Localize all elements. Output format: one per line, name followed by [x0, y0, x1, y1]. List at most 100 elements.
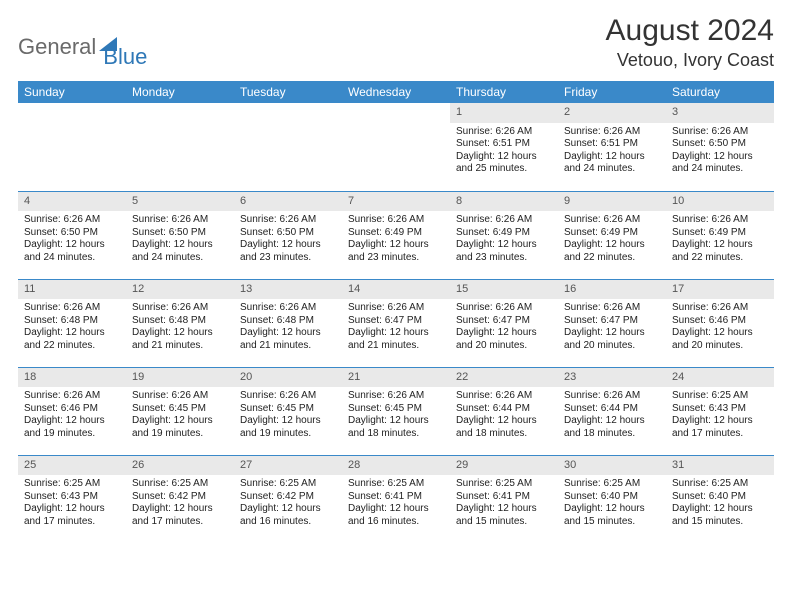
- calendar-cell: 15Sunrise: 6:26 AMSunset: 6:47 PMDayligh…: [450, 279, 558, 367]
- day-number: 10: [666, 192, 774, 212]
- day-content: Sunrise: 6:26 AMSunset: 6:45 PMDaylight:…: [126, 387, 234, 448]
- day-content: Sunrise: 6:26 AMSunset: 6:47 PMDaylight:…: [558, 299, 666, 360]
- daylight-line: Daylight: 12 hours and 18 minutes.: [456, 415, 552, 440]
- sunset-line: Sunset: 6:45 PM: [132, 403, 228, 416]
- sunset-line: Sunset: 6:49 PM: [672, 227, 768, 240]
- daylight-line: Daylight: 12 hours and 21 minutes.: [348, 327, 444, 352]
- day-content: Sunrise: 6:25 AMSunset: 6:43 PMDaylight:…: [18, 475, 126, 536]
- calendar-cell: 23Sunrise: 6:26 AMSunset: 6:44 PMDayligh…: [558, 367, 666, 455]
- sunset-line: Sunset: 6:50 PM: [24, 227, 120, 240]
- day-content: Sunrise: 6:25 AMSunset: 6:42 PMDaylight:…: [126, 475, 234, 536]
- sunset-line: Sunset: 6:46 PM: [24, 403, 120, 416]
- calendar-cell: 17Sunrise: 6:26 AMSunset: 6:46 PMDayligh…: [666, 279, 774, 367]
- weekday-header: Monday: [126, 81, 234, 103]
- sunrise-line: Sunrise: 6:26 AM: [24, 214, 120, 227]
- day-number: 22: [450, 368, 558, 388]
- calendar-row: 11Sunrise: 6:26 AMSunset: 6:48 PMDayligh…: [18, 279, 774, 367]
- day-number: 17: [666, 280, 774, 300]
- day-content: Sunrise: 6:26 AMSunset: 6:49 PMDaylight:…: [450, 211, 558, 272]
- sunset-line: Sunset: 6:47 PM: [456, 315, 552, 328]
- sunrise-line: Sunrise: 6:25 AM: [348, 478, 444, 491]
- calendar-cell: 19Sunrise: 6:26 AMSunset: 6:45 PMDayligh…: [126, 367, 234, 455]
- sunrise-line: Sunrise: 6:26 AM: [672, 126, 768, 139]
- day-content: Sunrise: 6:26 AMSunset: 6:44 PMDaylight:…: [450, 387, 558, 448]
- calendar-cell: 9Sunrise: 6:26 AMSunset: 6:49 PMDaylight…: [558, 191, 666, 279]
- sunrise-line: Sunrise: 6:26 AM: [132, 214, 228, 227]
- sunset-line: Sunset: 6:40 PM: [672, 491, 768, 504]
- sunrise-line: Sunrise: 6:26 AM: [672, 302, 768, 315]
- daylight-line: Daylight: 12 hours and 23 minutes.: [240, 239, 336, 264]
- calendar-row: 25Sunrise: 6:25 AMSunset: 6:43 PMDayligh…: [18, 455, 774, 543]
- calendar-cell: 26Sunrise: 6:25 AMSunset: 6:42 PMDayligh…: [126, 455, 234, 543]
- day-number: 25: [18, 456, 126, 476]
- day-number: 12: [126, 280, 234, 300]
- calendar-cell: 1Sunrise: 6:26 AMSunset: 6:51 PMDaylight…: [450, 103, 558, 191]
- daylight-line: Daylight: 12 hours and 19 minutes.: [240, 415, 336, 440]
- day-number: 20: [234, 368, 342, 388]
- weekday-header: Tuesday: [234, 81, 342, 103]
- day-number: 4: [18, 192, 126, 212]
- sunrise-line: Sunrise: 6:26 AM: [456, 126, 552, 139]
- day-content: Sunrise: 6:26 AMSunset: 6:51 PMDaylight:…: [558, 123, 666, 184]
- calendar-cell: [18, 103, 126, 191]
- sunset-line: Sunset: 6:47 PM: [348, 315, 444, 328]
- sunrise-line: Sunrise: 6:26 AM: [672, 214, 768, 227]
- daylight-line: Daylight: 12 hours and 15 minutes.: [456, 503, 552, 528]
- calendar-cell: 31Sunrise: 6:25 AMSunset: 6:40 PMDayligh…: [666, 455, 774, 543]
- daylight-line: Daylight: 12 hours and 22 minutes.: [564, 239, 660, 264]
- daylight-line: Daylight: 12 hours and 16 minutes.: [240, 503, 336, 528]
- sunset-line: Sunset: 6:49 PM: [348, 227, 444, 240]
- sunrise-line: Sunrise: 6:25 AM: [672, 478, 768, 491]
- day-number: 29: [450, 456, 558, 476]
- daylight-line: Daylight: 12 hours and 24 minutes.: [672, 151, 768, 176]
- sunrise-line: Sunrise: 6:26 AM: [456, 302, 552, 315]
- sunrise-line: Sunrise: 6:26 AM: [240, 214, 336, 227]
- sunrise-line: Sunrise: 6:26 AM: [564, 126, 660, 139]
- calendar-table: Sunday Monday Tuesday Wednesday Thursday…: [18, 81, 774, 543]
- day-number: 8: [450, 192, 558, 212]
- sunset-line: Sunset: 6:42 PM: [240, 491, 336, 504]
- daylight-line: Daylight: 12 hours and 19 minutes.: [132, 415, 228, 440]
- calendar-cell: 8Sunrise: 6:26 AMSunset: 6:49 PMDaylight…: [450, 191, 558, 279]
- sunrise-line: Sunrise: 6:26 AM: [132, 302, 228, 315]
- calendar-cell: 30Sunrise: 6:25 AMSunset: 6:40 PMDayligh…: [558, 455, 666, 543]
- calendar-row: 1Sunrise: 6:26 AMSunset: 6:51 PMDaylight…: [18, 103, 774, 191]
- sunset-line: Sunset: 6:44 PM: [456, 403, 552, 416]
- sunset-line: Sunset: 6:43 PM: [672, 403, 768, 416]
- sunrise-line: Sunrise: 6:26 AM: [24, 302, 120, 315]
- sunset-line: Sunset: 6:50 PM: [672, 138, 768, 151]
- daylight-line: Daylight: 12 hours and 23 minutes.: [456, 239, 552, 264]
- sunrise-line: Sunrise: 6:26 AM: [132, 390, 228, 403]
- day-content: Sunrise: 6:26 AMSunset: 6:45 PMDaylight:…: [234, 387, 342, 448]
- sunrise-line: Sunrise: 6:26 AM: [24, 390, 120, 403]
- sunset-line: Sunset: 6:44 PM: [564, 403, 660, 416]
- calendar-cell: 25Sunrise: 6:25 AMSunset: 6:43 PMDayligh…: [18, 455, 126, 543]
- weekday-header-row: Sunday Monday Tuesday Wednesday Thursday…: [18, 81, 774, 103]
- calendar-row: 18Sunrise: 6:26 AMSunset: 6:46 PMDayligh…: [18, 367, 774, 455]
- sunrise-line: Sunrise: 6:25 AM: [672, 390, 768, 403]
- sunset-line: Sunset: 6:41 PM: [348, 491, 444, 504]
- day-number: 19: [126, 368, 234, 388]
- day-content: Sunrise: 6:25 AMSunset: 6:40 PMDaylight:…: [666, 475, 774, 536]
- day-content: Sunrise: 6:25 AMSunset: 6:43 PMDaylight:…: [666, 387, 774, 448]
- sunset-line: Sunset: 6:40 PM: [564, 491, 660, 504]
- day-number: 21: [342, 368, 450, 388]
- day-number: 7: [342, 192, 450, 212]
- calendar-row: 4Sunrise: 6:26 AMSunset: 6:50 PMDaylight…: [18, 191, 774, 279]
- day-number: 11: [18, 280, 126, 300]
- sunrise-line: Sunrise: 6:25 AM: [132, 478, 228, 491]
- calendar-cell: 6Sunrise: 6:26 AMSunset: 6:50 PMDaylight…: [234, 191, 342, 279]
- daylight-line: Daylight: 12 hours and 19 minutes.: [24, 415, 120, 440]
- day-content: Sunrise: 6:25 AMSunset: 6:41 PMDaylight:…: [450, 475, 558, 536]
- month-title: August 2024: [606, 14, 774, 48]
- calendar-cell: 29Sunrise: 6:25 AMSunset: 6:41 PMDayligh…: [450, 455, 558, 543]
- page-header: General Blue August 2024 Vetouo, Ivory C…: [18, 14, 774, 71]
- calendar-cell: 4Sunrise: 6:26 AMSunset: 6:50 PMDaylight…: [18, 191, 126, 279]
- day-content: Sunrise: 6:26 AMSunset: 6:49 PMDaylight:…: [558, 211, 666, 272]
- calendar-cell: [126, 103, 234, 191]
- sunrise-line: Sunrise: 6:26 AM: [564, 390, 660, 403]
- day-number: 28: [342, 456, 450, 476]
- day-content: Sunrise: 6:26 AMSunset: 6:50 PMDaylight:…: [234, 211, 342, 272]
- daylight-line: Daylight: 12 hours and 21 minutes.: [240, 327, 336, 352]
- calendar-cell: 3Sunrise: 6:26 AMSunset: 6:50 PMDaylight…: [666, 103, 774, 191]
